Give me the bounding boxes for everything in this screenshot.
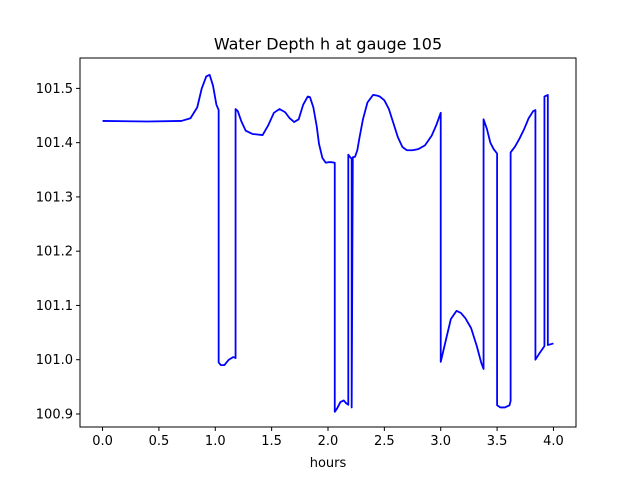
x-tick-label: 0.0 — [92, 434, 113, 449]
x-tick-label: 1.5 — [261, 434, 282, 449]
x-tick-label: 1.0 — [205, 434, 226, 449]
y-tick-label: 101.2 — [36, 245, 73, 260]
y-tick-label: 101.3 — [36, 190, 73, 205]
x-tick-label: 2.0 — [318, 434, 339, 449]
x-tick-label: 3.0 — [430, 434, 451, 449]
y-tick-label: 101.1 — [36, 299, 73, 314]
y-tick-label: 101.5 — [36, 82, 73, 97]
plot-area: 0.0 0.5 1.0 1.5 2.0 2.5 3.0 3.5 4.0 100.9 101.0 101… — [36, 57, 577, 449]
chart-title: Water Depth h at gauge 105 — [214, 35, 442, 54]
y-tick-label: 100.9 — [36, 407, 73, 422]
x-tick-label: 2.5 — [374, 434, 395, 449]
x-tick-label: 3.5 — [487, 434, 508, 449]
y-tick-label: 101.4 — [36, 136, 73, 151]
x-tick-label: 4.0 — [543, 434, 564, 449]
x-axis-label: hours — [310, 456, 347, 471]
y-tick-label: 101.0 — [36, 353, 73, 368]
series-line-0 — [102, 73, 554, 413]
x-tick-label: 0.5 — [149, 434, 170, 449]
